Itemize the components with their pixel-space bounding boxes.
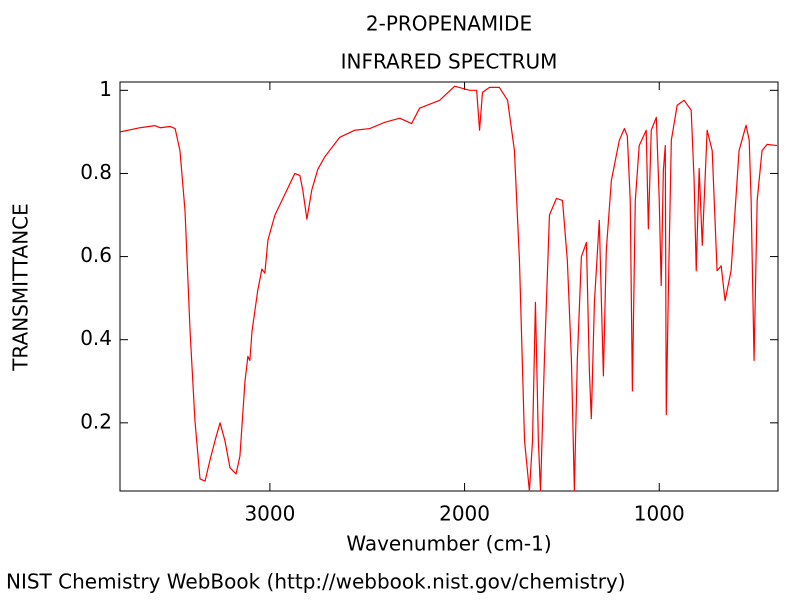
x-tick-label: 1000 xyxy=(634,502,685,526)
x-axis-label: Wavenumber (cm-1) xyxy=(346,532,551,556)
x-tick-label: 3000 xyxy=(244,502,295,526)
plot-frame xyxy=(119,81,779,492)
y-axis-label: TRANSMITTANCE xyxy=(9,203,33,372)
credit: NIST Chemistry WebBook (http://webbook.n… xyxy=(6,570,626,594)
y-tick-label: 1 xyxy=(99,77,112,101)
spectrum-line xyxy=(120,85,778,492)
y-tick-label: 0.6 xyxy=(80,243,112,267)
x-tick-label: 2000 xyxy=(439,502,490,526)
chart-title: 2-PROPENAMIDE xyxy=(366,12,532,36)
y-tick-label: 0.2 xyxy=(80,409,112,433)
y-tick-label: 0.8 xyxy=(80,160,112,184)
y-tick-label: 0.4 xyxy=(80,326,112,350)
chart-subtitle: INFRARED SPECTRUM xyxy=(341,50,558,74)
